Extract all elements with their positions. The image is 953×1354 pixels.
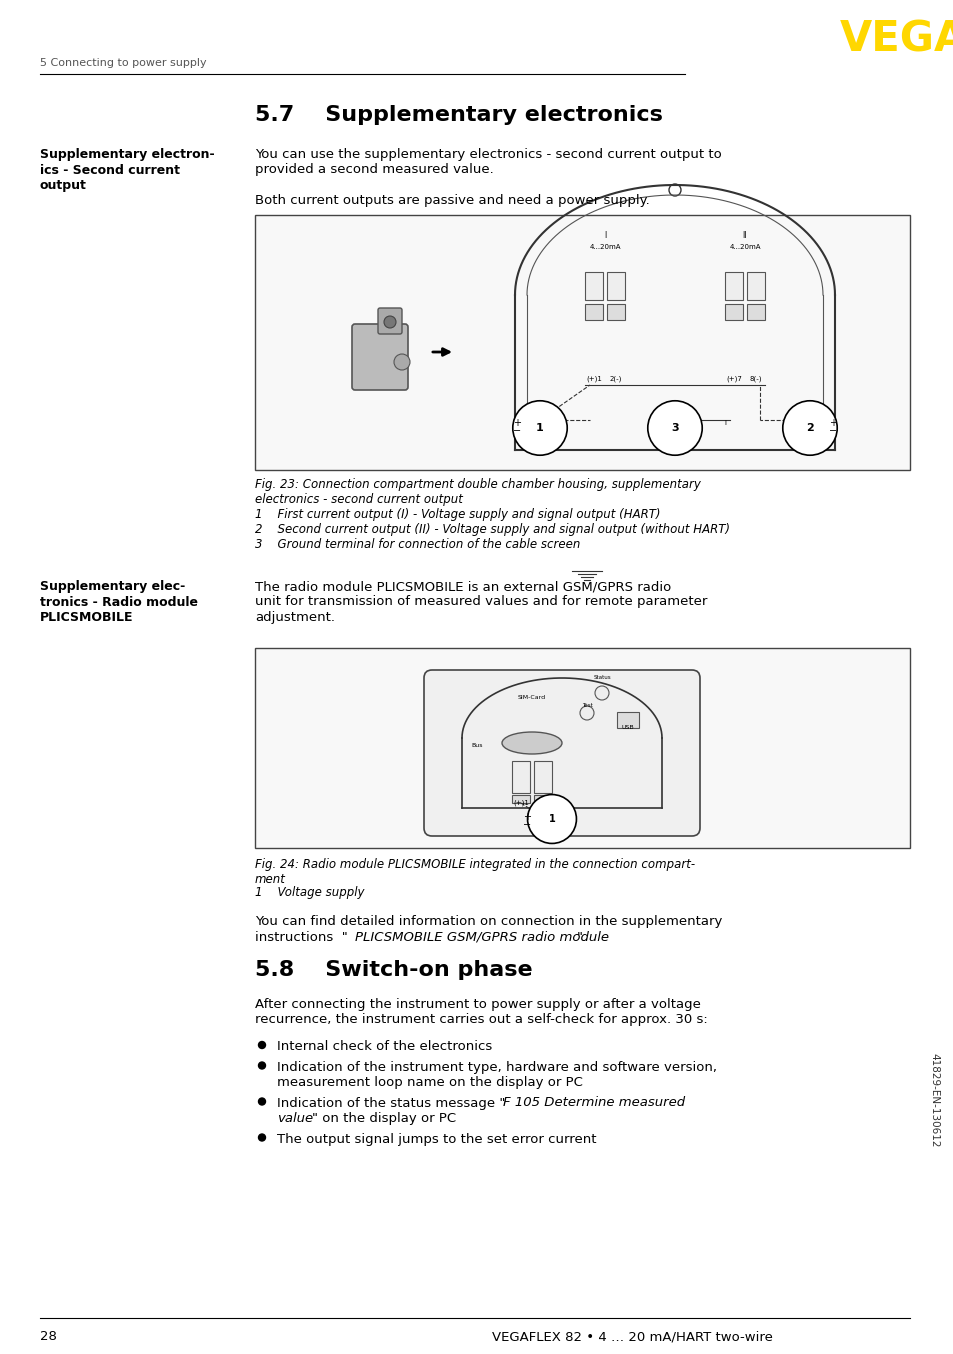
Text: Supplementary electron-: Supplementary electron-	[40, 148, 214, 161]
Text: −: −	[513, 427, 520, 436]
Text: 2: 2	[805, 422, 813, 433]
Text: PLICSMOBILE GSM/GPRS radio module: PLICSMOBILE GSM/GPRS radio module	[355, 932, 608, 944]
Text: PLICSMOBILE: PLICSMOBILE	[40, 611, 133, 624]
Text: Fig. 23: Connection compartment double chamber housing, supplementary: Fig. 23: Connection compartment double c…	[254, 478, 700, 492]
Text: 1: 1	[536, 422, 543, 433]
Text: 5 Connecting to power supply: 5 Connecting to power supply	[40, 58, 207, 68]
Bar	[584, 305, 602, 320]
Circle shape	[668, 184, 680, 196]
Circle shape	[536, 798, 567, 829]
Text: 1    Voltage supply: 1 Voltage supply	[254, 886, 364, 899]
Circle shape	[258, 1041, 265, 1048]
Text: Internal check of the electronics: Internal check of the electronics	[276, 1040, 492, 1053]
Circle shape	[657, 402, 692, 437]
Text: (+)1: (+)1	[513, 799, 528, 806]
Text: SIM-Card: SIM-Card	[517, 695, 545, 700]
Text: Indication of the status message ": Indication of the status message "	[276, 1097, 505, 1109]
Text: VEGA: VEGA	[840, 18, 953, 60]
Text: VEGAFLEX 82 • 4 … 20 mA/HART two-wire: VEGAFLEX 82 • 4 … 20 mA/HART two-wire	[491, 1330, 772, 1343]
Text: 4...20mA: 4...20mA	[728, 244, 760, 250]
Text: unit for transmission of measured values and for remote parameter: unit for transmission of measured values…	[254, 596, 706, 608]
Text: F 105 Determine measured: F 105 Determine measured	[502, 1097, 684, 1109]
Bar	[746, 272, 764, 301]
Bar	[724, 272, 742, 301]
Text: I: I	[723, 420, 725, 427]
Text: After connecting the instrument to power supply or after a voltage: After connecting the instrument to power…	[254, 998, 700, 1011]
Bar	[606, 305, 624, 320]
Text: ".: ".	[577, 932, 586, 944]
Text: (+)7: (+)7	[725, 375, 741, 382]
Text: −: −	[522, 821, 531, 830]
Text: 2(-): 2(-)	[609, 375, 621, 382]
Bar	[512, 761, 530, 793]
Bar	[724, 305, 742, 320]
Text: Indication of the instrument type, hardware and software version,: Indication of the instrument type, hardw…	[276, 1060, 717, 1074]
Text: value: value	[276, 1112, 313, 1125]
Circle shape	[394, 353, 410, 370]
Text: output: output	[40, 179, 87, 192]
Text: ment: ment	[254, 873, 286, 886]
Text: tronics - Radio module: tronics - Radio module	[40, 596, 198, 608]
Text: recurrence, the instrument carries out a self-check for approx. 30 s:: recurrence, the instrument carries out a…	[254, 1014, 707, 1026]
Text: electronics - second current output: electronics - second current output	[254, 493, 462, 506]
Text: +: +	[828, 418, 836, 428]
Text: −: −	[828, 427, 836, 436]
Circle shape	[579, 705, 594, 720]
Text: +: +	[522, 812, 531, 822]
Text: " on the display or PC: " on the display or PC	[312, 1112, 456, 1125]
Bar	[534, 761, 552, 793]
Text: The radio module PLICSMOBILE is an external GSM/GPRS radio: The radio module PLICSMOBILE is an exter…	[254, 580, 671, 593]
Ellipse shape	[501, 733, 561, 754]
FancyBboxPatch shape	[377, 307, 401, 334]
Text: You can find detailed information on connection in the supplementary: You can find detailed information on con…	[254, 915, 721, 927]
Text: 28: 28	[40, 1330, 57, 1343]
Bar	[746, 305, 764, 320]
Circle shape	[258, 1062, 265, 1070]
Bar	[584, 272, 602, 301]
FancyBboxPatch shape	[352, 324, 408, 390]
Circle shape	[258, 1135, 265, 1141]
Text: II: II	[742, 232, 746, 240]
Circle shape	[791, 402, 827, 437]
Text: 1: 1	[548, 814, 555, 825]
Circle shape	[258, 1098, 265, 1105]
Text: The output signal jumps to the set error current: The output signal jumps to the set error…	[276, 1132, 596, 1145]
Text: 8(-): 8(-)	[749, 375, 761, 382]
Text: +: +	[513, 418, 520, 428]
Bar	[534, 795, 552, 803]
Text: adjustment.: adjustment.	[254, 611, 335, 624]
FancyBboxPatch shape	[423, 670, 700, 835]
Bar	[512, 795, 530, 803]
Bar	[254, 649, 909, 848]
Text: I: I	[603, 232, 605, 240]
Bar	[606, 272, 624, 301]
Text: instructions  ": instructions "	[254, 932, 348, 944]
Text: 3    Ground terminal for connection of the cable screen: 3 Ground terminal for connection of the …	[254, 538, 579, 551]
Text: Test: Test	[581, 703, 592, 708]
Circle shape	[384, 315, 395, 328]
Text: Supplementary elec-: Supplementary elec-	[40, 580, 185, 593]
Text: 1    First current output (I) - Voltage supply and signal output (HART): 1 First current output (I) - Voltage sup…	[254, 508, 659, 521]
Text: 5.7    Supplementary electronics: 5.7 Supplementary electronics	[254, 106, 662, 125]
Text: You can use the supplementary electronics - second current output to: You can use the supplementary electronic…	[254, 148, 721, 161]
Text: Status: Status	[593, 676, 610, 680]
Text: ics - Second current: ics - Second current	[40, 164, 180, 176]
Text: measurement loop name on the display or PC: measurement loop name on the display or …	[276, 1076, 582, 1089]
Text: provided a second measured value.: provided a second measured value.	[254, 164, 494, 176]
Text: (+)1: (+)1	[585, 375, 601, 382]
Circle shape	[595, 686, 608, 700]
Bar	[617, 712, 639, 728]
Bar	[254, 215, 909, 470]
Text: 3: 3	[671, 422, 679, 433]
Text: 4...20mA: 4...20mA	[589, 244, 620, 250]
Text: 5.8    Switch-on phase: 5.8 Switch-on phase	[254, 960, 532, 980]
Text: 41829-EN-130612: 41829-EN-130612	[928, 1053, 938, 1147]
Text: Bus: Bus	[471, 743, 482, 747]
Text: Fig. 24: Radio module PLICSMOBILE integrated in the connection compart-: Fig. 24: Radio module PLICSMOBILE integr…	[254, 858, 695, 871]
Circle shape	[521, 402, 558, 437]
Text: 2    Second current output (II) - Voltage supply and signal output (without HART: 2 Second current output (II) - Voltage s…	[254, 523, 729, 536]
Text: Both current outputs are passive and need a power supply.: Both current outputs are passive and nee…	[254, 194, 649, 207]
Text: 2(-): 2(-)	[537, 799, 549, 806]
Text: USB: USB	[621, 724, 634, 730]
